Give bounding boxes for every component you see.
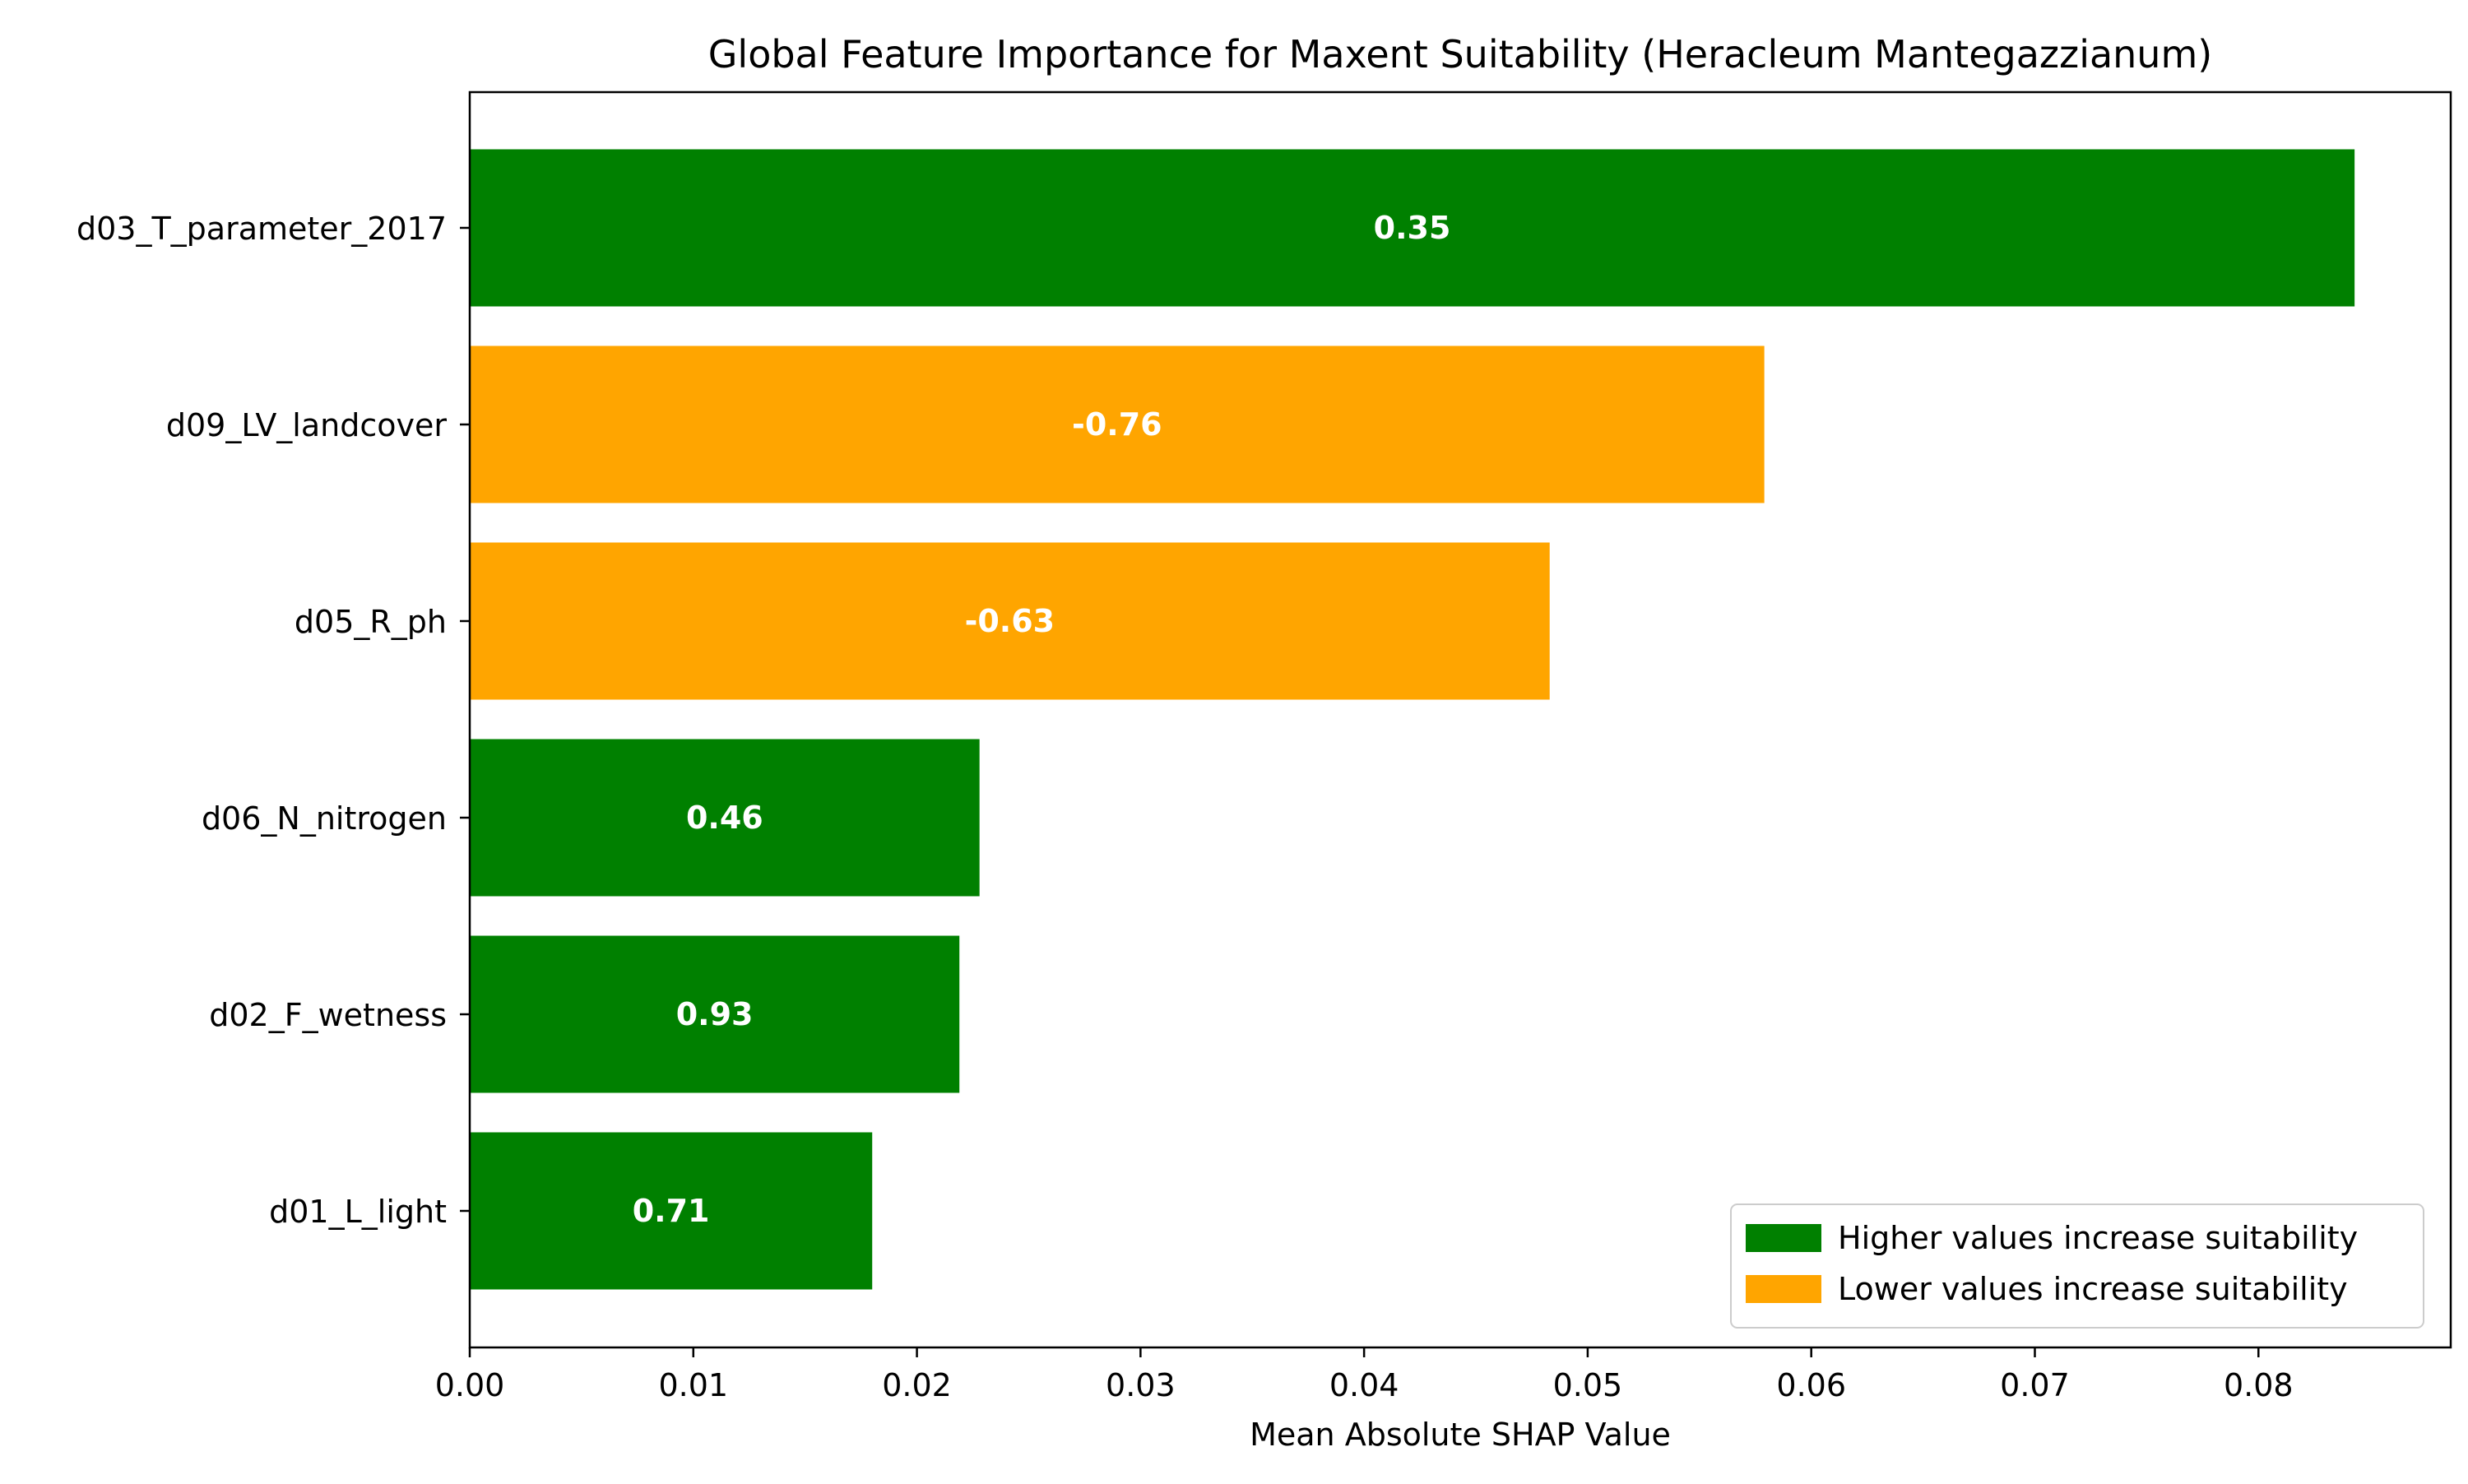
x-tick-label: 0.00 xyxy=(435,1367,505,1403)
y-tick-label: d02_F_wetness xyxy=(209,997,447,1033)
x-tick-label: 0.06 xyxy=(1776,1367,1846,1403)
y-tick-label: d05_R_ph xyxy=(295,604,447,640)
legend-label-lower: Lower values increase suitability xyxy=(1838,1271,2348,1307)
bar-value-label: 0.46 xyxy=(686,800,763,836)
bar-value-label: 0.35 xyxy=(1374,210,1451,246)
bar-value-label: 0.71 xyxy=(633,1193,710,1229)
legend-swatch-higher xyxy=(1746,1224,1821,1252)
y-tick-label: d01_L_light xyxy=(269,1194,447,1230)
x-tick-label: 0.04 xyxy=(1329,1367,1399,1403)
bar-d06_N_nitrogen xyxy=(470,739,980,897)
bar-value-label: -0.63 xyxy=(965,603,1055,639)
bar-value-label: -0.76 xyxy=(1072,406,1162,443)
legend-swatch-lower xyxy=(1746,1275,1821,1303)
bar-value-labels: 0.35 -0.76 -0.63 0.46 0.93 0.71 xyxy=(633,210,1451,1229)
x-tick-label: 0.03 xyxy=(1106,1367,1176,1403)
chart-title: Global Feature Importance for Maxent Sui… xyxy=(708,32,2212,77)
x-tick-label: 0.01 xyxy=(658,1367,728,1403)
bar-value-label: 0.93 xyxy=(676,996,754,1032)
x-axis-ticks: 0.00 0.01 0.02 0.03 0.04 0.05 0.06 0.07 0.08 xyxy=(435,1347,2294,1403)
y-tick-label: d06_N_nitrogen xyxy=(202,800,447,837)
bar-d03_T_parameter_2017 xyxy=(470,149,2355,307)
legend-label-higher: Higher values increase suitability xyxy=(1838,1220,2358,1256)
y-tick-label: d09_LV_landcover xyxy=(166,407,448,443)
bars-layer xyxy=(470,149,2355,1290)
plot-frame xyxy=(468,90,2452,1349)
bar-d09_LV_landcover xyxy=(470,345,1765,503)
x-tick-label: 0.08 xyxy=(2224,1367,2294,1403)
x-tick-label: 0.05 xyxy=(1553,1367,1623,1403)
legend-frame xyxy=(1730,1203,2424,1329)
y-axis-ticks: d03_T_parameter_2017 d09_LV_landcover d05_… xyxy=(77,211,470,1230)
legend: Higher values increase suitability Lower … xyxy=(1730,1203,2424,1329)
bar-d05_R_ph xyxy=(470,542,1550,700)
x-tick-label: 0.07 xyxy=(2000,1367,2070,1403)
x-axis-label: Mean Absolute SHAP Value xyxy=(1250,1417,1671,1453)
bar-d02_F_wetness xyxy=(470,935,960,1093)
bar-d01_L_light xyxy=(470,1132,873,1290)
x-tick-label: 0.02 xyxy=(882,1367,952,1403)
y-tick-label: d03_T_parameter_2017 xyxy=(77,211,447,247)
